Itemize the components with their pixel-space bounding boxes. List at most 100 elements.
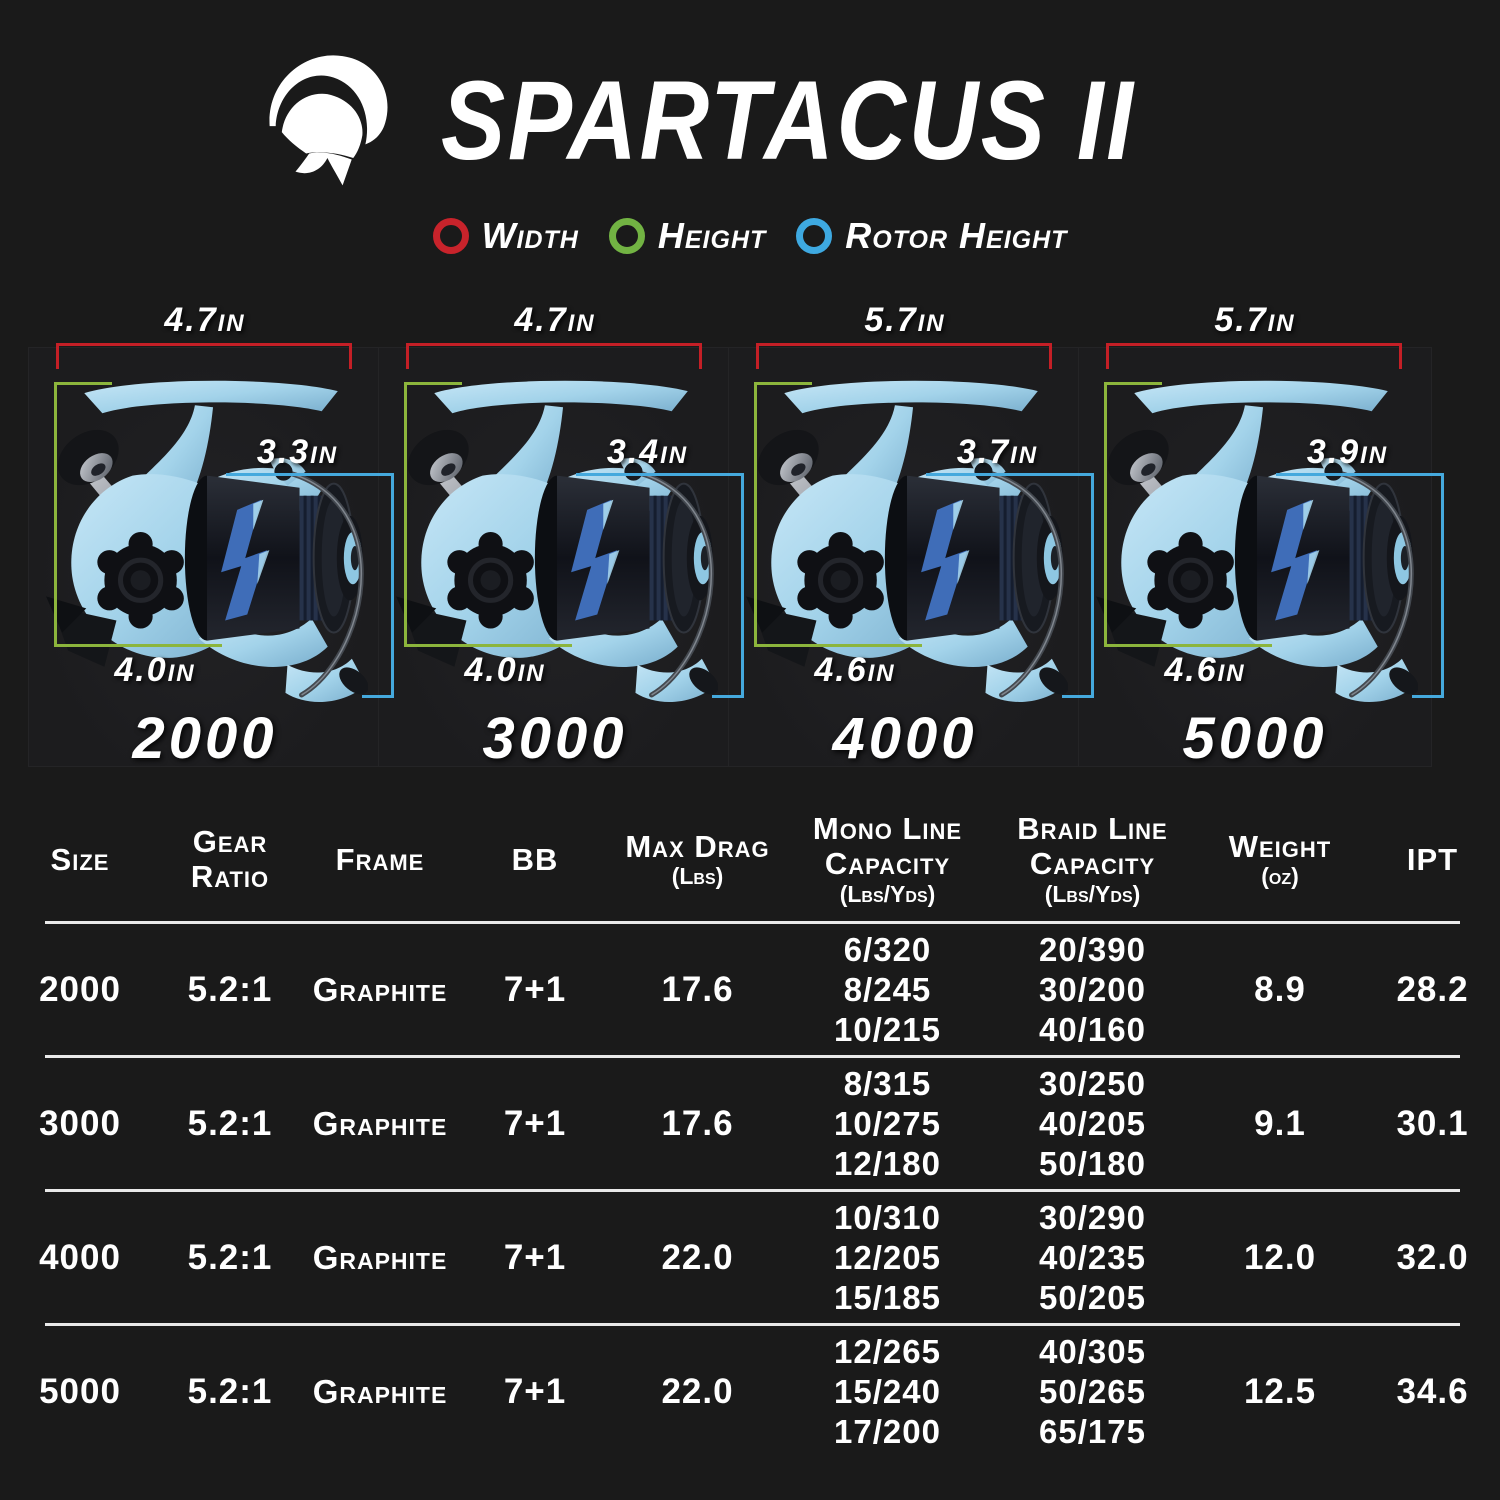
cell-braid-capacity: 30/290 40/235 50/205 — [1039, 1198, 1146, 1316]
column-header-gear-ratio: Gear Ratio — [190, 824, 270, 894]
width-bracket — [406, 343, 702, 369]
legend-item-width: Width — [432, 215, 579, 257]
height-bracket — [54, 382, 112, 647]
width-bracket — [756, 343, 1052, 369]
page-title: SPARTACUS II — [441, 57, 1136, 183]
rotor-height-bracket — [576, 473, 744, 698]
cell-ipt: 32.0 — [1396, 1237, 1469, 1277]
height-bracket — [1104, 382, 1162, 647]
height-bracket — [754, 382, 812, 647]
rotor-height-bracket-foot — [1412, 695, 1444, 698]
reel-diagram-3000: 4.7in 4.0in 3.4in 3000 — [378, 297, 744, 797]
cell-bb: 7+1 — [503, 1371, 567, 1411]
cell-mono-capacity: 8/315 10/275 12/180 — [834, 1064, 941, 1182]
cell-bb: 7+1 — [503, 1237, 567, 1277]
cell-weight: 8.9 — [1254, 969, 1306, 1009]
rotor-height-bracket-foot — [712, 695, 744, 698]
cell-frame: Graphite — [312, 1104, 448, 1142]
width-bracket — [1106, 343, 1402, 369]
cell-ipt: 30.1 — [1396, 1103, 1469, 1143]
cell-ipt: 34.6 — [1396, 1371, 1469, 1411]
width-dimension-label: 4.7in — [164, 301, 246, 339]
cell-gear-ratio: 5.2:1 — [187, 1237, 273, 1277]
height-bracket-foot — [754, 644, 922, 647]
height-dimension-label: 4.0in — [114, 651, 196, 689]
cell-weight: 12.5 — [1243, 1371, 1317, 1411]
cell-frame: Graphite — [312, 970, 448, 1008]
spartan-helmet-logo-icon — [251, 44, 419, 196]
cell-frame: Graphite — [312, 1372, 448, 1410]
dimension-legend: Width Height Rotor Height — [0, 213, 1500, 259]
width-dimension-label: 4.7in — [514, 301, 596, 339]
height-bracket-foot — [1104, 644, 1272, 647]
cell-max-drag: 22.0 — [661, 1371, 734, 1411]
cell-gear-ratio: 5.2:1 — [187, 969, 273, 1009]
width-bracket — [56, 343, 352, 369]
cell-max-drag: 17.6 — [661, 969, 734, 1009]
height-dimension-label: 4.0in — [464, 651, 546, 689]
reel-diagrams: 4.7in 4.0in 3.3in 2000 4.7in 4.0in 3.4in… — [0, 297, 1500, 797]
row-divider — [45, 1189, 1460, 1192]
table-row-5000: 5000 5.2:1 Graphite 7+1 22.0 12/265 15/24… — [0, 1326, 1500, 1457]
height-bracket-foot — [404, 644, 572, 647]
cell-size: 3000 — [39, 1103, 121, 1143]
cell-size: 4000 — [39, 1237, 121, 1277]
rotor-height-bracket — [1276, 473, 1444, 698]
cell-mono-capacity: 12/265 15/240 17/200 — [834, 1332, 941, 1450]
cell-weight: 12.0 — [1243, 1237, 1317, 1277]
legend-item-height: Height — [608, 215, 767, 257]
reel-model-label: 5000 — [1182, 706, 1328, 771]
legend-label: Width — [481, 215, 579, 256]
cell-max-drag: 22.0 — [661, 1237, 734, 1277]
table-header-row: Size Gear Ratio Frame BB Max Drag (Lbs) M… — [0, 799, 1500, 921]
cell-size: 2000 — [39, 969, 121, 1009]
rotor-height-dimension-label: 3.9in — [1306, 433, 1389, 471]
reel-diagram-4000: 5.7in 4.6in 3.7in 4000 — [728, 297, 1094, 797]
cell-ipt: 28.2 — [1396, 969, 1469, 1009]
cell-braid-capacity: 40/305 50/265 65/175 — [1039, 1332, 1146, 1450]
height-dimension-label: 4.6in — [814, 651, 896, 689]
rotor-height-dimension-label: 3.3in — [256, 433, 339, 471]
reel-diagram-5000: 5.7in 4.6in 3.9in 5000 — [1078, 297, 1444, 797]
cell-mono-capacity: 10/310 12/205 15/185 — [834, 1198, 941, 1316]
cell-size: 5000 — [39, 1371, 121, 1411]
height-color-ring-icon — [608, 218, 645, 254]
rotor-height-bracket-foot — [1062, 695, 1094, 698]
height-bracket — [404, 382, 462, 647]
column-header-max-drag: Max Drag (Lbs) — [625, 828, 770, 890]
reel-model-label: 4000 — [832, 706, 978, 771]
cell-frame: Graphite — [312, 1238, 448, 1276]
row-divider — [45, 1323, 1460, 1326]
legend-label: Height — [657, 215, 767, 256]
cell-gear-ratio: 5.2:1 — [187, 1103, 273, 1143]
reel-diagram-2000: 4.7in 4.0in 3.3in 2000 — [28, 297, 394, 797]
rotor-height-dimension-label: 3.4in — [606, 433, 689, 471]
cell-bb: 7+1 — [503, 969, 567, 1009]
row-divider — [45, 1055, 1460, 1058]
rotor-height-color-ring-icon — [796, 218, 833, 254]
column-header-frame: Frame — [335, 841, 425, 877]
width-color-ring-icon — [432, 218, 469, 254]
cell-max-drag: 17.6 — [661, 1103, 734, 1143]
width-dimension-label: 5.7in — [864, 301, 946, 339]
cell-braid-capacity: 30/250 40/205 50/180 — [1039, 1064, 1146, 1182]
cell-mono-capacity: 6/320 8/245 10/215 — [834, 930, 941, 1048]
height-bracket-foot — [54, 644, 222, 647]
column-header-braid-line-capacity: Braid Line Capacity (Lbs/Yds) — [1017, 811, 1168, 907]
cell-gear-ratio: 5.2:1 — [187, 1371, 273, 1411]
column-header-size: Size — [50, 841, 110, 877]
table-row-3000: 3000 5.2:1 Graphite 7+1 17.6 8/315 10/275… — [0, 1058, 1500, 1189]
rotor-height-bracket — [926, 473, 1094, 698]
header-divider — [45, 921, 1460, 924]
column-header-mono-line-capacity: Mono Line Capacity (Lbs/Yds) — [812, 811, 963, 907]
legend-label: Rotor Height — [845, 215, 1068, 256]
header: SPARTACUS II — [0, 0, 1500, 195]
table-row-4000: 4000 5.2:1 Graphite 7+1 22.0 10/310 12/20… — [0, 1192, 1500, 1323]
spec-table: Size Gear Ratio Frame BB Max Drag (Lbs) M… — [0, 799, 1500, 1457]
legend-item-rotor-height: Rotor Height — [796, 215, 1067, 257]
table-row-2000: 2000 5.2:1 Graphite 7+1 17.6 6/320 8/245 1… — [0, 924, 1500, 1055]
column-header-ipt: IPT — [1406, 841, 1459, 877]
reel-model-label: 3000 — [482, 706, 628, 771]
height-dimension-label: 4.6in — [1164, 651, 1246, 689]
column-header-bb: BB — [511, 841, 559, 877]
